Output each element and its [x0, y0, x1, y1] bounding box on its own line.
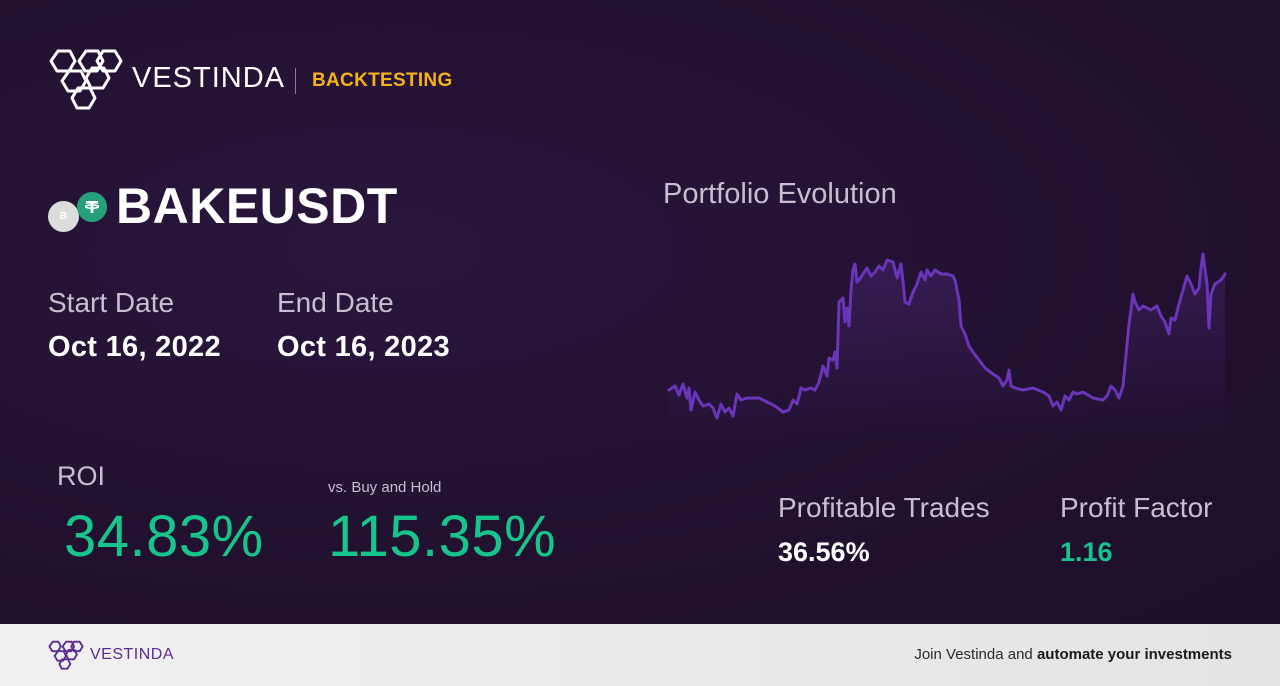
profitable-trades-value: 36.56%: [778, 537, 870, 567]
footer-bar: VESTINDA Join Vestinda and automate your…: [0, 624, 1280, 686]
portfolio-line: [667, 252, 1227, 420]
tether-icon: [77, 192, 107, 222]
footer-brand[interactable]: VESTINDA: [90, 646, 175, 663]
end-date-value: Oct 16, 2023: [277, 331, 450, 363]
chart-title: Portfolio Evolution: [663, 178, 897, 210]
bake-coin-icon: B: [48, 201, 79, 232]
brand-name: VESTINDA: [132, 62, 286, 94]
start-date-label: Start Date: [48, 287, 175, 318]
footer-logo-icon[interactable]: [48, 639, 84, 671]
footer-cta-prefix: Join Vestinda and: [914, 646, 1037, 663]
portfolio-area: [669, 254, 1225, 440]
start-date-value: Oct 16, 2022: [48, 331, 221, 363]
buy-hold-value: 115.35%: [328, 504, 557, 569]
profitable-trades-label: Profitable Trades: [778, 492, 990, 523]
portfolio-evolution-chart: [667, 252, 1227, 440]
end-date-label: End Date: [277, 287, 394, 318]
roi-value: 34.83%: [64, 504, 264, 569]
section-tag: BACKTESTING: [312, 70, 453, 91]
header-divider: [295, 68, 296, 94]
tether-glyph-icon: [84, 201, 100, 213]
backtest-card: VESTINDA BACKTESTING B BAKEUSDT Start Da…: [0, 0, 1280, 624]
roi-label: ROI: [57, 461, 106, 491]
buy-hold-label: vs. Buy and Hold: [328, 479, 442, 496]
profit-factor-value: 1.16: [1060, 537, 1113, 567]
vestinda-logo-icon: [49, 49, 123, 110]
pair-symbol: BAKEUSDT: [116, 178, 398, 234]
profit-factor-label: Profit Factor: [1060, 492, 1213, 523]
footer-cta[interactable]: Join Vestinda and automate your investme…: [914, 646, 1232, 663]
footer-cta-bold: automate your investments: [1036, 646, 1232, 663]
